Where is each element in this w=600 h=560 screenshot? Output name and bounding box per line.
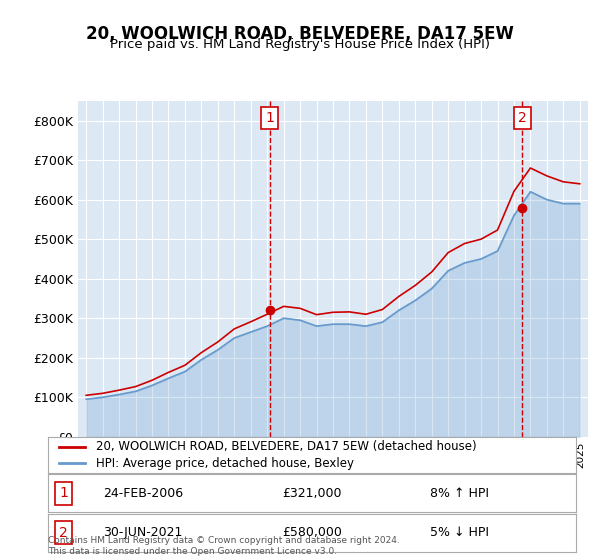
Text: Price paid vs. HM Land Registry's House Price Index (HPI): Price paid vs. HM Land Registry's House … — [110, 38, 490, 51]
Text: 5% ↓ HPI: 5% ↓ HPI — [430, 526, 490, 539]
Text: 2: 2 — [59, 525, 68, 540]
Text: 20, WOOLWICH ROAD, BELVEDERE, DA17 5EW (detached house): 20, WOOLWICH ROAD, BELVEDERE, DA17 5EW (… — [95, 441, 476, 454]
Text: £321,000: £321,000 — [282, 487, 342, 500]
Text: 30-JUN-2021: 30-JUN-2021 — [103, 526, 183, 539]
Text: 2: 2 — [518, 111, 527, 125]
Text: 1: 1 — [265, 111, 274, 125]
Text: £580,000: £580,000 — [282, 526, 342, 539]
Text: 20, WOOLWICH ROAD, BELVEDERE, DA17 5EW: 20, WOOLWICH ROAD, BELVEDERE, DA17 5EW — [86, 25, 514, 43]
Text: HPI: Average price, detached house, Bexley: HPI: Average price, detached house, Bexl… — [95, 456, 353, 469]
Text: 24-FEB-2006: 24-FEB-2006 — [103, 487, 183, 500]
Text: 1: 1 — [59, 486, 68, 501]
Text: Contains HM Land Registry data © Crown copyright and database right 2024.
This d: Contains HM Land Registry data © Crown c… — [48, 536, 400, 556]
Text: 8% ↑ HPI: 8% ↑ HPI — [430, 487, 490, 500]
